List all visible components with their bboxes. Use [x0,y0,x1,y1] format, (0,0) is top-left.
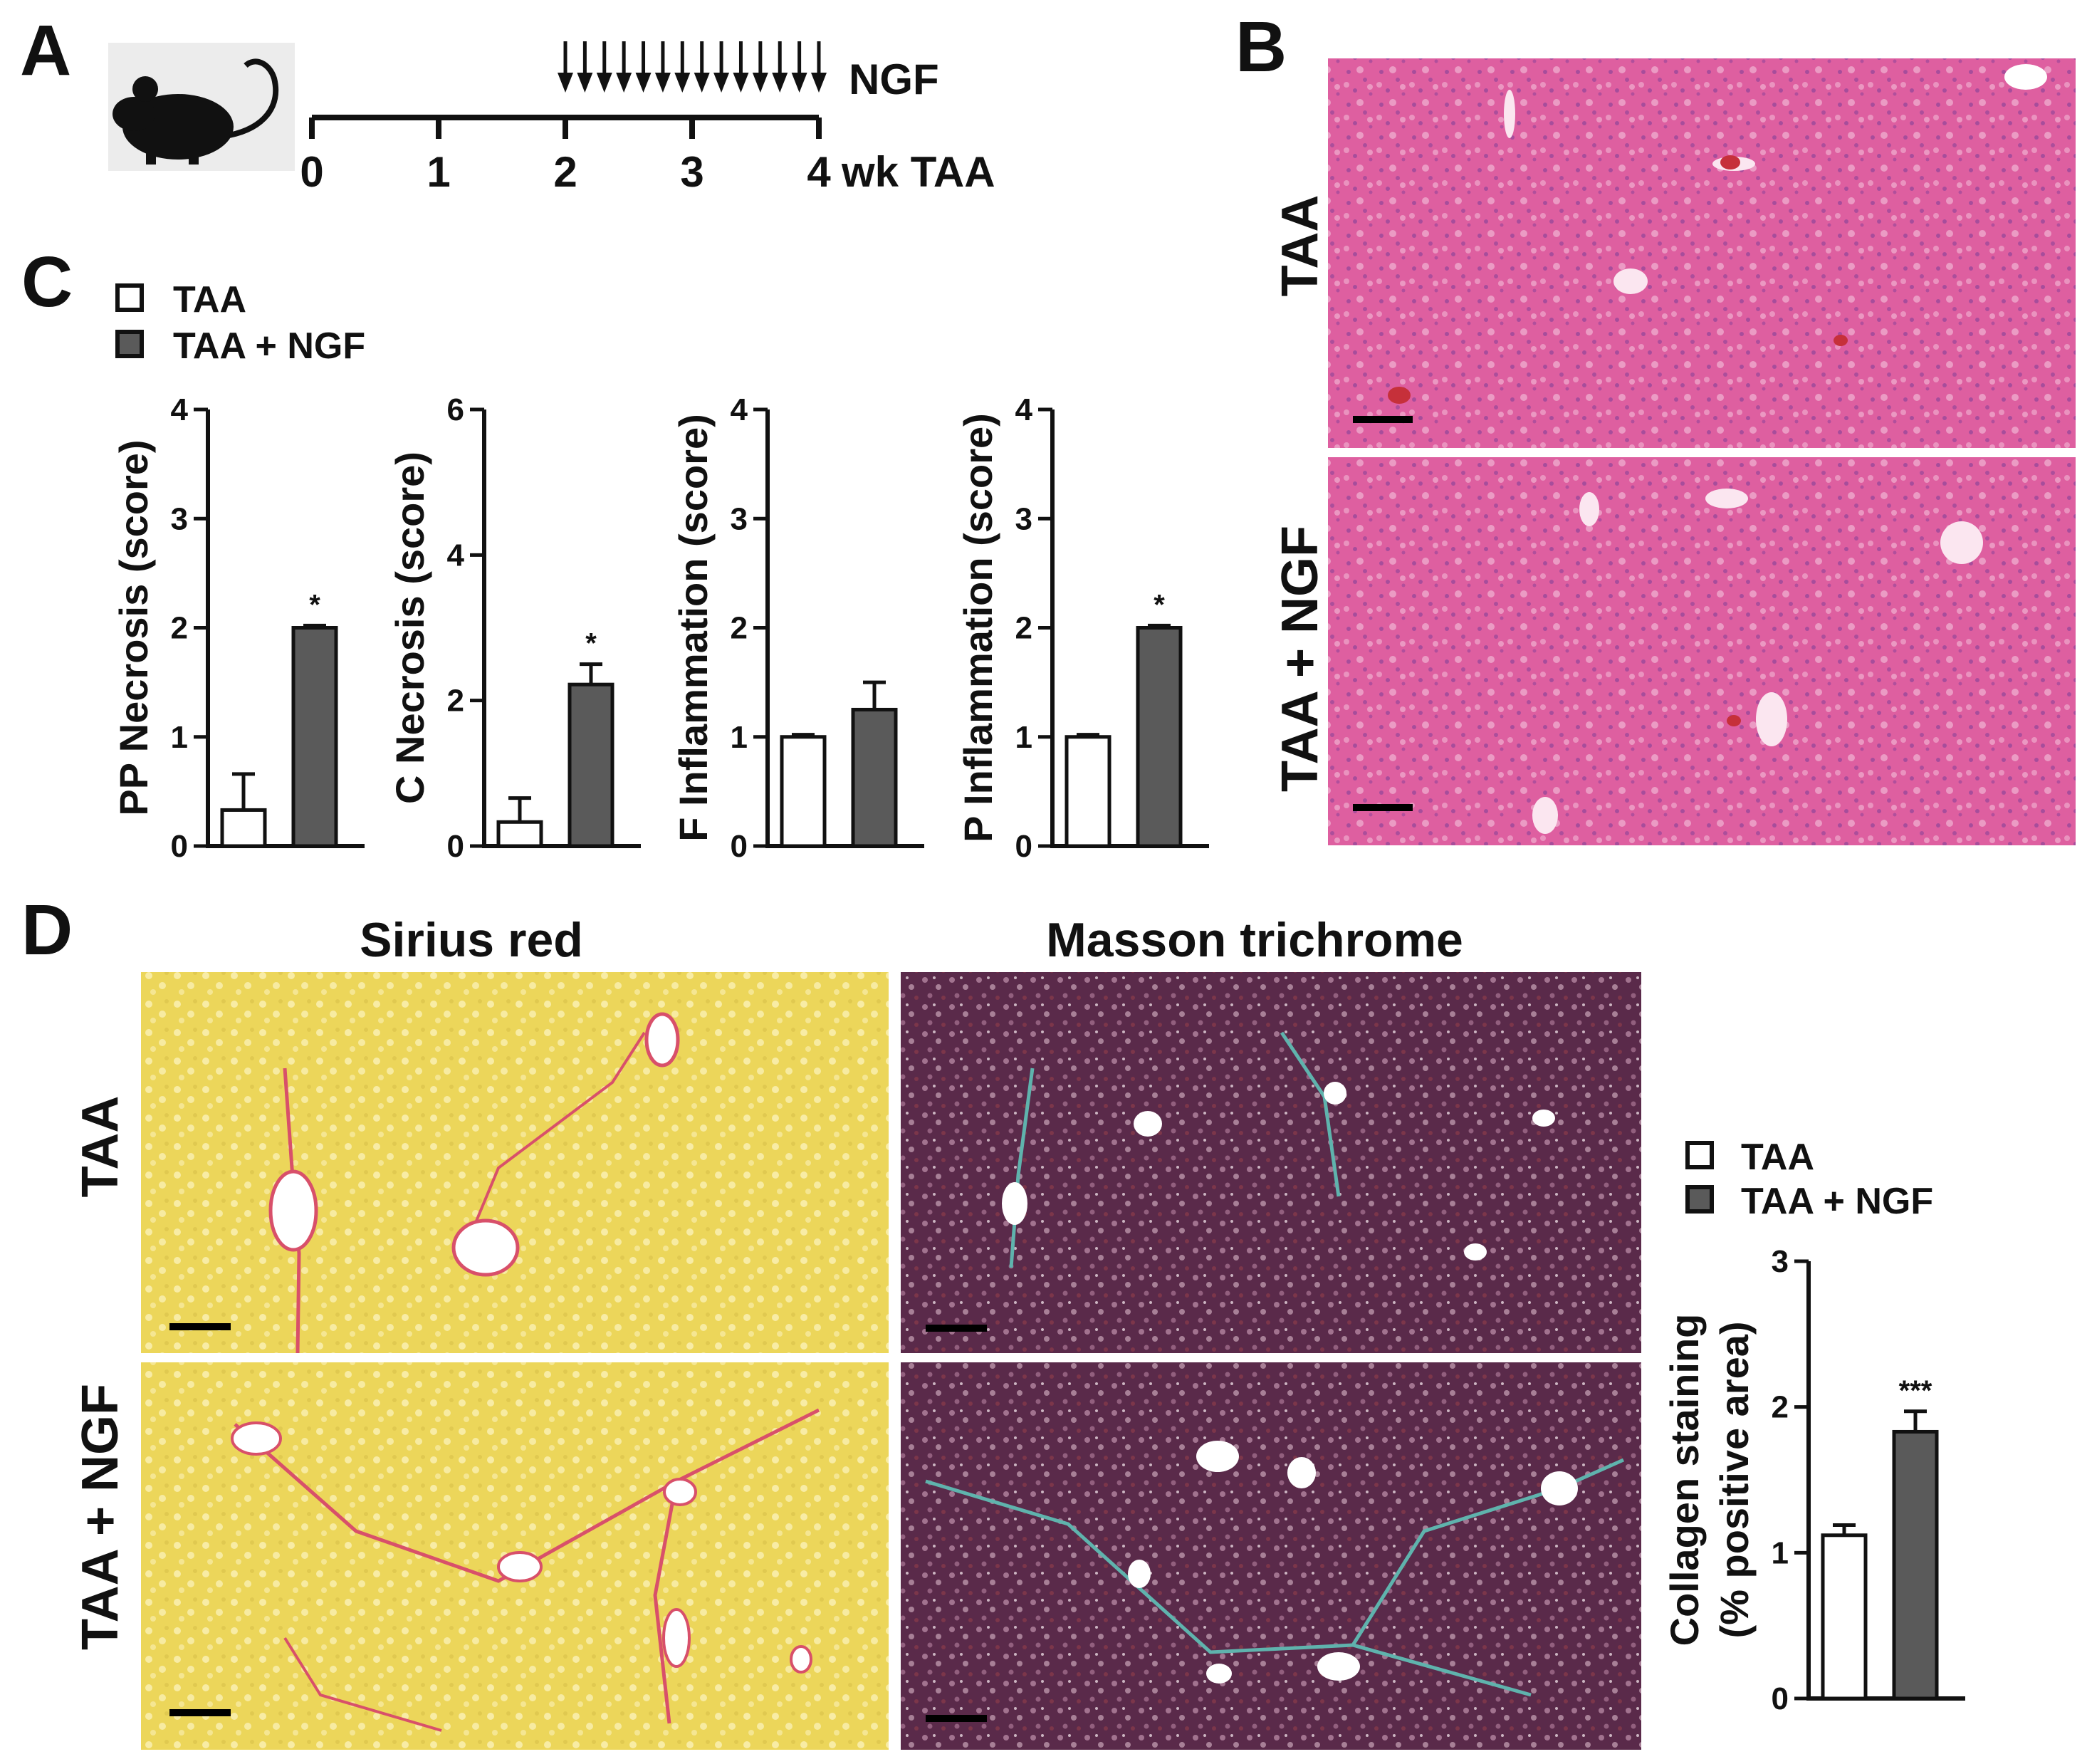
chart-p-inflammation: 0 1 2 3 4 P Inflammation (score) * [956,392,1209,864]
legend-c-label-taa: TAA [173,279,246,320]
injection-arrow-icon [596,41,612,93]
chart-f-inflammation: 0 1 2 3 4 F Inflammation (score) [671,392,924,864]
y-tick-label: 4 [1015,392,1033,427]
timeline-tick-label: 3 [680,148,703,196]
injection-arrow-icon [733,41,749,93]
treatment-label: NGF [849,56,939,103]
bar-taa [1821,1533,1868,1701]
stain-row-label-taa-ngf: TAA + NGF [72,1384,129,1650]
bar-taa-ngf [851,707,898,848]
masson-image-taa-ngf [901,1362,1641,1750]
y-tick-label: 4 [171,392,189,427]
chart-collagen: 0 1 2 3 Collagen staining (% positive area) **… [1662,1244,1965,1716]
injection-arrow-icon [713,41,730,93]
panel-label-b: B [1235,7,1287,87]
y-tick-label: 1 [731,720,748,755]
bar-taa-ngf [1892,1429,1939,1701]
bar-taa-ngf [567,682,614,848]
injection-arrow-icon [772,41,788,93]
he-image-taa-ngf [1328,457,2076,845]
timeline-tick-label: 0 [300,148,323,196]
y-tick-label: 2 [447,684,464,719]
y-tick-label: 2 [731,611,748,646]
y-tick-label: 1 [171,720,188,755]
injection-arrow-icon [674,41,691,93]
he-row-label-taa: TAA [1272,195,1329,297]
y-axis-label: F Inflammation (score) [671,414,716,842]
legend-d-label-taa-ngf: TAA + NGF [1741,1181,1933,1222]
injection-arrow-icon [654,41,671,93]
chart-pp-necrosis: 0 1 2 3 4 PP Necrosis (score) * [111,392,365,864]
legend-d-swatch-filled [1685,1185,1714,1214]
y-tick-label: 4 [731,392,748,427]
y-tick-label: 0 [447,829,464,864]
legend-c-label-taa-ngf: TAA + NGF [173,325,365,367]
bar-taa [780,735,827,848]
timeline-tick-label: 4 [807,148,831,196]
injection-arrow-icon [752,41,768,93]
y-tick-label: 1 [1015,720,1032,755]
injection-arrow-icon [577,41,593,93]
timeline: 0 1 2 3 4 wk TAA NGF [300,41,995,196]
significance-marker: *** [1899,1375,1932,1406]
injection-arrow-icon [811,41,827,93]
y-tick-label: 1 [1772,1535,1789,1570]
legend-c: TAA TAA + NGF [115,279,365,367]
injection-arrow-icon [791,41,807,93]
legend-c-swatch-filled [115,330,144,358]
y-tick-label: 2 [171,611,188,646]
y-axis-label: PP Necrosis (score) [111,439,156,815]
y-axis-label: P Inflammation (score) [956,413,1000,842]
panel-label-c: C [21,242,73,322]
y-tick-label: 3 [171,501,188,536]
injection-arrow-icon [558,41,573,93]
y-tick-label: 0 [171,829,188,864]
significance-marker: * [1154,589,1165,620]
y-tick-label: 6 [447,392,464,427]
bar-taa [496,820,543,848]
mouse-icon [108,43,295,171]
y-tick-label: 2 [1772,1390,1789,1425]
y-tick-label: 4 [447,538,465,573]
timeline-tick-label: 1 [427,148,450,196]
chart-c-necrosis: 0 2 4 6 C Necrosis (score) * [387,392,641,864]
timeline-unit-label: wk TAA [841,148,995,196]
legend-d: TAA TAA + NGF [1685,1137,1933,1222]
y-axis-label: Collagen staining [1662,1314,1707,1646]
timeline-tick-label: 2 [553,148,577,196]
y-axis-label-2: (% positive area) [1712,1321,1757,1638]
stain-title-sirius: Sirius red [360,913,583,967]
sirius-image-taa-ngf [141,1362,889,1750]
masson-image-taa [901,972,1641,1353]
legend-c-swatch-open [115,283,144,312]
stain-row-label-taa: TAA [72,1096,129,1198]
he-row-label-taa-ngf: TAA + NGF [1272,526,1329,792]
significance-marker: * [309,589,320,620]
bar-taa [1065,735,1112,848]
y-tick-label: 0 [731,829,748,864]
y-tick-label: 3 [1772,1244,1789,1279]
legend-d-swatch-open [1685,1141,1714,1169]
y-tick-label: 0 [1772,1681,1789,1716]
stain-title-masson: Masson trichrome [1046,913,1463,967]
injection-arrow-icon [635,41,652,93]
y-tick-label: 3 [731,501,748,536]
bar-taa-ngf [1136,626,1183,848]
he-image-taa [1328,58,2076,448]
y-tick-label: 3 [1015,501,1032,536]
sirius-image-taa [141,972,889,1354]
legend-d-label-taa: TAA [1741,1137,1814,1178]
bar-taa-ngf [291,626,338,848]
panel-label-a: A [20,11,71,90]
significance-marker: * [585,628,597,659]
panel-label-d: D [21,890,73,970]
bar-taa [220,808,267,848]
y-axis-label: C Necrosis (score) [387,452,432,804]
injection-arrow-icon [694,41,710,93]
y-tick-label: 2 [1015,611,1032,646]
y-tick-label: 0 [1015,829,1032,864]
injection-arrow-icon [616,41,632,93]
